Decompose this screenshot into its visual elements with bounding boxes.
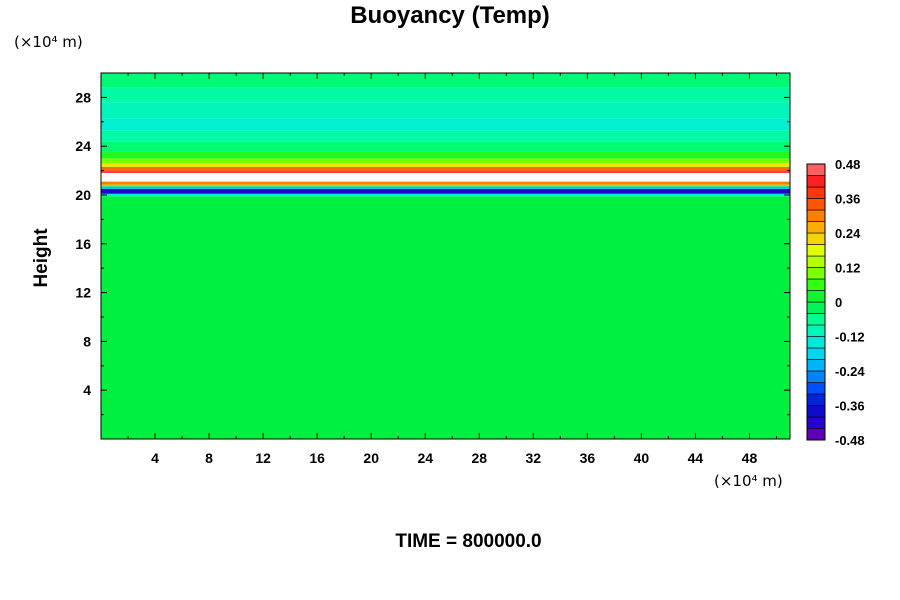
x-tick-label: 12 <box>255 450 271 466</box>
time-label: TIME = 800000.0 <box>395 531 542 552</box>
field-band <box>101 158 790 164</box>
colorbar-swatch <box>806 278 826 291</box>
colorbar-swatch <box>806 313 826 326</box>
x-tick-label: 16 <box>309 450 325 466</box>
field-band <box>101 151 790 159</box>
field-band <box>101 186 790 189</box>
colorbar-swatch <box>806 221 826 234</box>
x-tick-label: 40 <box>634 450 650 466</box>
colorbar-label: -0.48 <box>835 433 865 448</box>
field-band <box>101 184 790 187</box>
colorbar-swatch <box>806 290 826 303</box>
heatmap-field <box>101 73 790 439</box>
colorbar-swatch <box>806 244 826 257</box>
x-tick-label: 32 <box>526 450 542 466</box>
x-tick-label: 44 <box>688 450 704 466</box>
plot-frame <box>100 72 791 440</box>
field-band <box>101 141 790 152</box>
x-tick-label: 4 <box>151 450 159 466</box>
colorbar-swatch <box>806 347 826 360</box>
colorbar-label: 0.36 <box>835 192 860 207</box>
colorbar-swatch <box>806 163 826 176</box>
colorbar-frame <box>806 163 826 441</box>
colorbar-label: 0.24 <box>835 226 861 241</box>
colorbar-swatch <box>806 186 826 199</box>
y-tick-label: 24 <box>75 138 91 154</box>
y-unit-label: (×10⁴ m) <box>14 33 83 51</box>
x-tick-label: 20 <box>363 450 379 466</box>
x-tick-label: 28 <box>471 450 487 466</box>
field-band <box>101 173 790 182</box>
field-band <box>101 130 790 142</box>
colorbar-swatch <box>806 336 826 349</box>
colorbar-swatch <box>806 301 826 314</box>
y-tick-label: 4 <box>83 382 91 398</box>
colorbar-label: 0.12 <box>835 261 860 276</box>
x-tick-label: 48 <box>742 450 758 466</box>
colorbar-swatch <box>806 393 826 406</box>
field-band <box>101 102 790 119</box>
colorbar-label: 0.48 <box>835 157 860 172</box>
colorbar-swatch <box>806 370 826 383</box>
x-tick-label: 36 <box>580 450 596 466</box>
colorbar-swatch <box>806 382 826 395</box>
field-band <box>101 181 790 185</box>
colorbar-swatch <box>806 405 826 418</box>
colorbar-swatch <box>806 428 826 441</box>
y-tick-label: 16 <box>75 236 91 252</box>
y-tick-label: 28 <box>75 89 91 105</box>
field-band <box>101 170 790 174</box>
colorbar-label: 0 <box>835 295 842 310</box>
field-band <box>101 163 790 167</box>
colorbar-label: -0.24 <box>835 364 865 379</box>
field-band <box>101 73 790 88</box>
y-tick-label: 12 <box>75 285 91 301</box>
x-tick-label: 8 <box>205 450 213 466</box>
field-band <box>101 196 790 439</box>
field-band <box>101 166 790 171</box>
y-tick-label: 8 <box>83 333 91 349</box>
colorbar-swatch <box>806 232 826 245</box>
field-band <box>101 118 790 131</box>
colorbar-label: -0.36 <box>835 399 865 414</box>
x-unit-label: (×10⁴ m) <box>714 472 783 490</box>
x-tick-label: 24 <box>417 450 433 466</box>
field-band <box>101 193 790 197</box>
colorbar-swatch <box>806 416 826 429</box>
colorbar-label: -0.12 <box>835 330 865 345</box>
colorbar-swatch <box>806 267 826 280</box>
colorbar-swatch <box>806 324 826 337</box>
colorbar-swatch <box>806 359 826 372</box>
colorbar-swatch <box>806 209 826 222</box>
colorbar: 0.48 0.36 0.24 0.12 0 -0.12 -0.24 -0.36 -0.48 <box>806 157 865 448</box>
field-band <box>101 87 790 103</box>
field-band <box>101 188 790 194</box>
y-tick-label: 20 <box>75 187 91 203</box>
colorbar-swatch <box>806 255 826 268</box>
chart-title: Buoyancy (Temp) <box>350 2 550 29</box>
colorbar-swatch <box>806 175 826 188</box>
colorbar-swatch <box>806 198 826 211</box>
